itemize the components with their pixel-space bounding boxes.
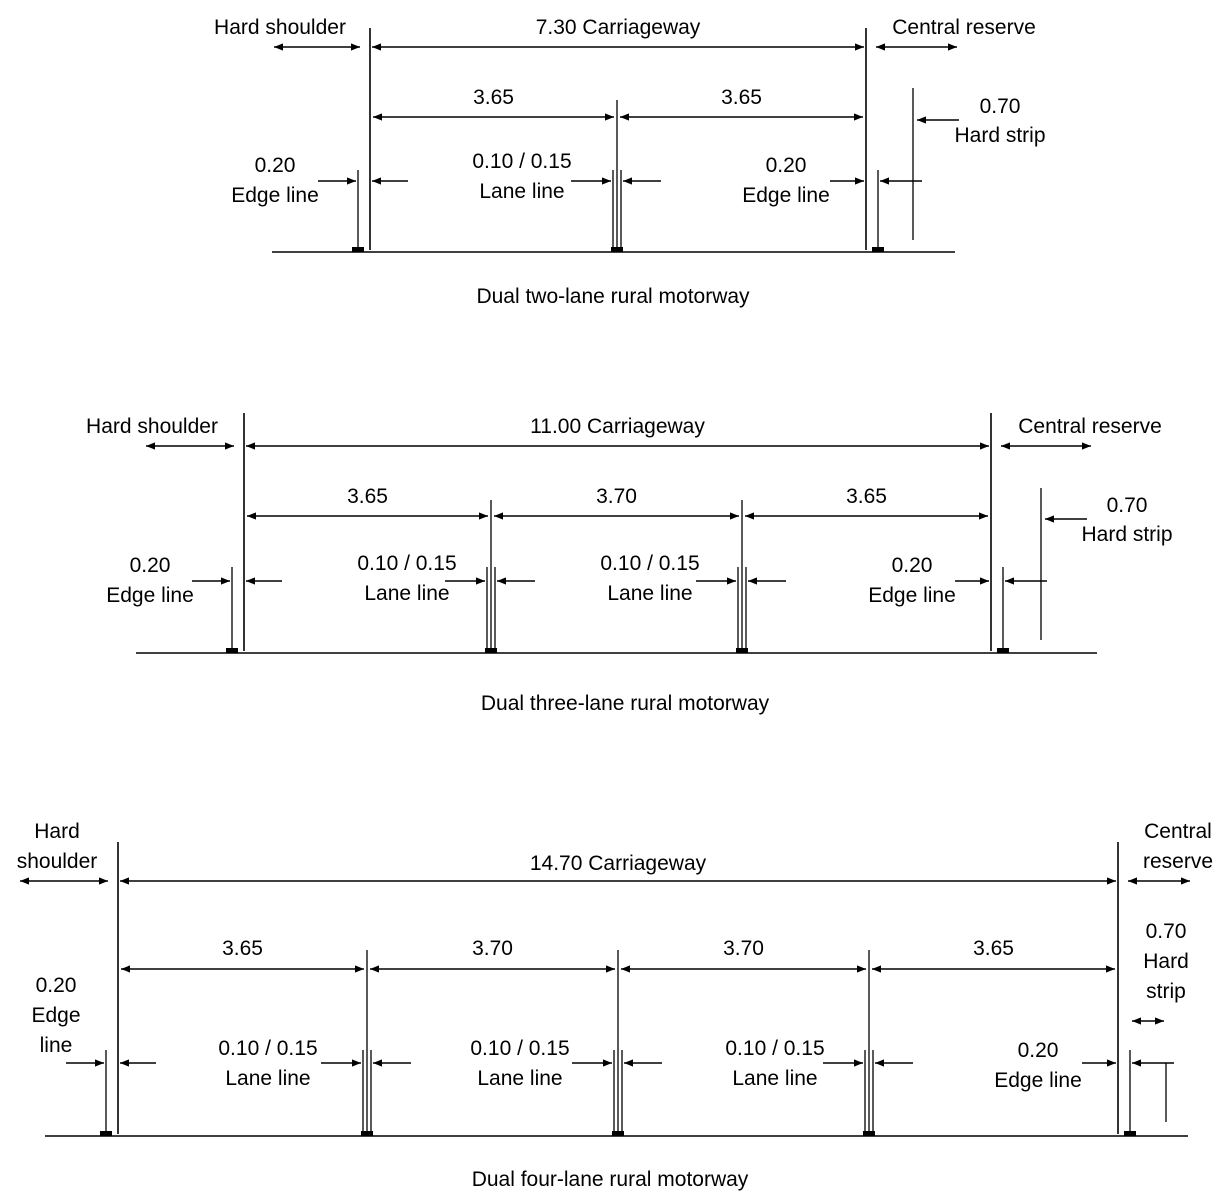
- central-reserve-label: Central: [1144, 820, 1212, 843]
- right-edge-line-label: 0.20: [766, 154, 807, 177]
- road-stud-marker: [226, 648, 238, 653]
- lane-line-label: 0.10 / 0.15: [472, 150, 571, 173]
- hard-shoulder-label: Hard shoulder: [214, 16, 346, 39]
- diagram-dual-two-lane: 7.30 Carriageway Hard shoulder Central res…: [214, 16, 1045, 308]
- diagram-caption: Dual two-lane rural motorway: [476, 285, 750, 308]
- right-edge-line-label: 0.20: [892, 554, 933, 577]
- right-edge-line-label: 0.20: [1018, 1039, 1059, 1062]
- central-reserve-label: Central reserve: [1018, 415, 1162, 438]
- diagram-caption: Dual three-lane rural motorway: [481, 692, 770, 715]
- central-reserve-label: Central reserve: [892, 16, 1036, 39]
- lane-line-label: 0.10 / 0.15: [357, 552, 456, 575]
- left-edge-line-label: 0.20: [255, 154, 296, 177]
- left-edge-line-label: 0.20: [36, 974, 77, 997]
- left-edge-line-label: Edge line: [106, 584, 194, 607]
- road-stud-marker: [612, 1131, 624, 1136]
- hard-strip-label: Hard strip: [1081, 523, 1172, 546]
- hard-strip-label: 0.70: [1107, 494, 1148, 517]
- hard-shoulder-label: Hard: [34, 820, 80, 843]
- left-edge-line-label: Edge: [31, 1004, 80, 1027]
- lane-line-label: Lane line: [732, 1067, 817, 1090]
- lane-line-label: Lane line: [479, 180, 564, 203]
- lane-line-label: 0.10 / 0.15: [725, 1037, 824, 1060]
- lane-width-label: 3.65: [973, 937, 1014, 960]
- hard-shoulder-label: shoulder: [17, 850, 98, 873]
- lane-width-label: 3.65: [846, 485, 887, 508]
- road-stud-marker: [736, 648, 748, 653]
- diagram-dual-three-lane: 11.00 Carriageway Hard shoulder Central re…: [86, 413, 1173, 715]
- road-stud-marker: [997, 648, 1009, 653]
- road-stud-marker: [352, 247, 364, 252]
- lane-width-label: 3.70: [723, 937, 764, 960]
- carriageway-width-label: 14.70 Carriageway: [530, 852, 707, 875]
- lane-line-label: Lane line: [364, 582, 449, 605]
- lane-width-label: 3.70: [596, 485, 637, 508]
- hard-strip-label: strip: [1146, 980, 1186, 1003]
- left-edge-line-label: line: [40, 1034, 73, 1057]
- carriageway-width-label: 11.00 Carriageway: [530, 415, 705, 438]
- lane-line-label: Lane line: [477, 1067, 562, 1090]
- left-edge-line-label: Edge line: [231, 184, 319, 207]
- road-stud-marker: [611, 247, 623, 252]
- carriageway-width-label: 7.30 Carriageway: [536, 16, 701, 39]
- central-reserve-label: reserve: [1143, 850, 1213, 873]
- hard-strip-label: Hard strip: [954, 124, 1045, 147]
- lane-line-label: 0.10 / 0.15: [218, 1037, 317, 1060]
- right-edge-line-label: Edge line: [742, 184, 830, 207]
- right-edge-line-label: Edge line: [868, 584, 956, 607]
- road-stud-marker: [485, 648, 497, 653]
- hard-strip-label: 0.70: [980, 95, 1021, 118]
- right-edge-line-label: Edge line: [994, 1069, 1082, 1092]
- diagram-dual-four-lane: 14.70 Carriageway Hard shoulder Central rese…: [17, 820, 1213, 1191]
- road-stud-marker: [100, 1131, 112, 1136]
- road-stud-marker: [872, 247, 884, 252]
- road-stud-marker: [863, 1131, 875, 1136]
- lane-width-label: 3.65: [473, 86, 514, 109]
- lane-line-label: 0.10 / 0.15: [470, 1037, 569, 1060]
- lane-line-label: 0.10 / 0.15: [600, 552, 699, 575]
- hard-shoulder-label: Hard shoulder: [86, 415, 218, 438]
- lane-width-label: 3.65: [721, 86, 762, 109]
- lane-line-label: Lane line: [225, 1067, 310, 1090]
- lane-width-label: 3.65: [347, 485, 388, 508]
- road-stud-marker: [1124, 1131, 1136, 1136]
- hard-strip-label: 0.70: [1146, 920, 1187, 943]
- lane-line-label: Lane line: [607, 582, 692, 605]
- left-edge-line-label: 0.20: [130, 554, 171, 577]
- hard-strip-label: Hard: [1143, 950, 1189, 973]
- lane-width-label: 3.65: [222, 937, 263, 960]
- road-stud-marker: [361, 1131, 373, 1136]
- diagram-caption: Dual four-lane rural motorway: [472, 1168, 749, 1191]
- lane-width-label: 3.70: [472, 937, 513, 960]
